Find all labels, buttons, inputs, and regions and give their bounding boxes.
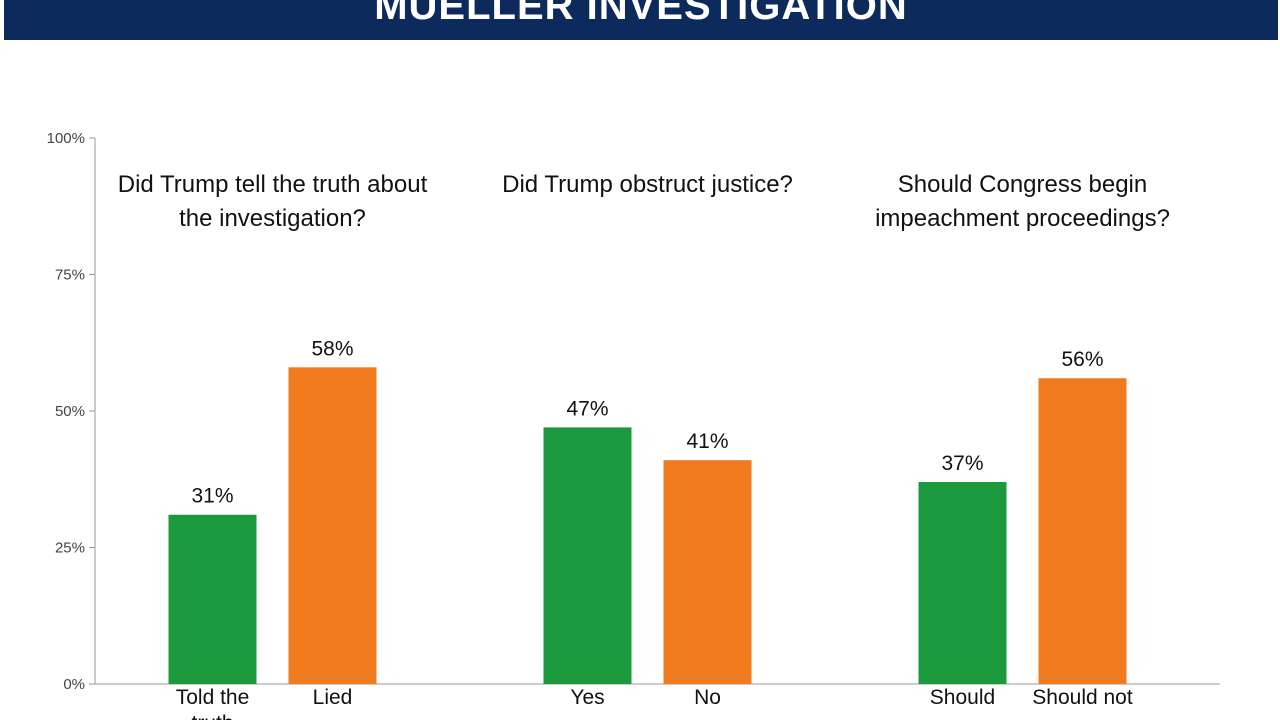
title-banner: MUELLER INVESTIGATION — [4, 0, 1278, 40]
bar — [168, 514, 257, 684]
question: Did Trump tell the truth about the inves… — [117, 171, 428, 232]
value-label: 47% — [566, 397, 608, 420]
y-tick-label: 100% — [47, 130, 85, 147]
x-tick-label: Told the truth — [175, 686, 250, 720]
bar — [663, 460, 752, 684]
x-tick-label: Should not — [1032, 686, 1133, 709]
bar — [543, 427, 632, 684]
y-tick-label: 25% — [55, 540, 85, 557]
question: Should Congress begin impeachment procee… — [875, 171, 1170, 232]
x-tick-label: Lied — [312, 686, 353, 709]
bar — [918, 481, 1007, 684]
value-label: 31% — [191, 485, 233, 508]
value-label: 37% — [941, 452, 983, 475]
x-tick-label: Should — [929, 686, 996, 709]
value-label: 41% — [686, 430, 728, 453]
value-label: 58% — [311, 337, 353, 360]
y-tick-label: 75% — [55, 267, 85, 284]
y-tick-label: 0% — [63, 676, 85, 693]
x-tick-label: Yes — [570, 686, 605, 709]
chart-title: MUELLER INVESTIGATION — [374, 0, 908, 28]
question: Did Trump obstruct justice? — [502, 171, 793, 198]
x-tick-label: No — [694, 686, 721, 709]
bar — [1038, 378, 1127, 684]
bar — [288, 367, 377, 684]
y-tick-label: 50% — [55, 403, 85, 420]
value-label: 56% — [1061, 348, 1103, 371]
